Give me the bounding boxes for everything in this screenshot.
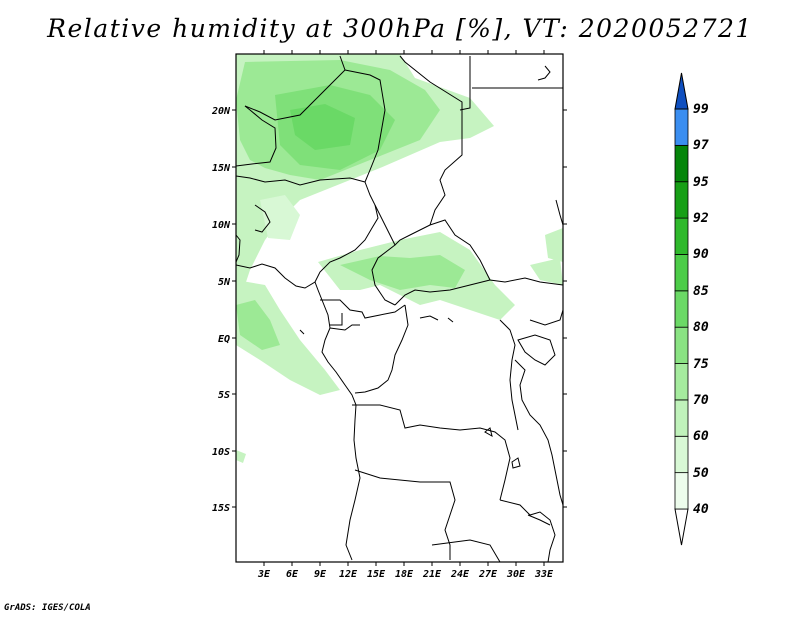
- lon-label-6e: 6E: [286, 569, 299, 580]
- lat-label-15s: 15S: [212, 503, 230, 514]
- colorbar-label-80: 80: [693, 320, 709, 335]
- colorbar-label-90: 90: [693, 247, 709, 262]
- lat-label-eq: EQ: [218, 334, 230, 345]
- lat-label-15n: 15N: [212, 163, 231, 174]
- colorbar-label-50: 50: [693, 466, 709, 481]
- colorbar-label-99: 99: [693, 102, 709, 117]
- lat-label-5s: 5S: [218, 390, 230, 401]
- colorbar-label-92: 92: [693, 211, 709, 226]
- lon-label-3e: 3E: [257, 569, 271, 580]
- colorbar-segment: [674, 181, 689, 219]
- colorbar-segment: [674, 326, 689, 364]
- country-borders: [236, 55, 563, 562]
- colorbar-segment: [674, 217, 689, 255]
- colorbar-segment: [674, 290, 689, 328]
- lat-label-5n: 5N: [218, 277, 231, 288]
- lon-label-9e: 9E: [314, 569, 327, 580]
- colorbar-segment: [674, 363, 689, 401]
- lat-axis: 20N 15N 10N 5N EQ 5S 10S 15S: [211, 106, 231, 514]
- colorbar-label-40: 40: [693, 502, 709, 517]
- lon-label-12e: 12E: [339, 569, 358, 580]
- lat-label-10n: 10N: [212, 220, 231, 231]
- lon-label-15e: 15E: [367, 569, 386, 580]
- colorbar-segment: [674, 435, 689, 474]
- lat-label-10s: 10S: [212, 447, 230, 458]
- colorbar-segment: [674, 399, 689, 437]
- chart-title: Relative humidity at 300hPa [%], VT: 202…: [47, 14, 753, 43]
- lon-label-30e: 30E: [506, 569, 526, 580]
- colorbar-label-75: 75: [693, 357, 709, 372]
- lon-label-27e: 27E: [478, 569, 498, 580]
- lon-label-33e: 33E: [534, 569, 554, 580]
- lon-label-24e: 24E: [450, 569, 470, 580]
- lon-label-18e: 18E: [395, 569, 414, 580]
- colorbar-label-97: 97: [693, 138, 709, 153]
- colorbar-label-60: 60: [693, 429, 709, 444]
- colorbar-lower-triangle: [674, 508, 689, 546]
- grads-credit: GrADS: IGES/COLA: [4, 603, 91, 613]
- humidity-shading: [236, 54, 563, 463]
- map-frame: [235, 53, 564, 563]
- lon-label-21e: 21E: [422, 569, 442, 580]
- lon-axis: 3E 6E 9E 12E 15E 18E 21E 24E 27E 30E 33E: [257, 569, 554, 580]
- colorbar-label-85: 85: [693, 284, 709, 299]
- colorbar-labels: 99 97 95 92 90 85 80 75 70 60 50 40: [693, 102, 709, 517]
- colorbar-label-70: 70: [693, 393, 709, 408]
- lakes: [299, 315, 521, 469]
- colorbar-segment: [674, 472, 689, 510]
- colorbar: [674, 72, 689, 546]
- colorbar-label-95: 95: [693, 175, 709, 190]
- colorbar-segment: [674, 108, 689, 146]
- colorbar-segment: [674, 254, 689, 292]
- lat-label-20n: 20N: [211, 106, 231, 117]
- axis-ticks: [232, 50, 567, 566]
- colorbar-segment: [674, 144, 689, 183]
- colorbar-upper-triangle: [674, 72, 689, 110]
